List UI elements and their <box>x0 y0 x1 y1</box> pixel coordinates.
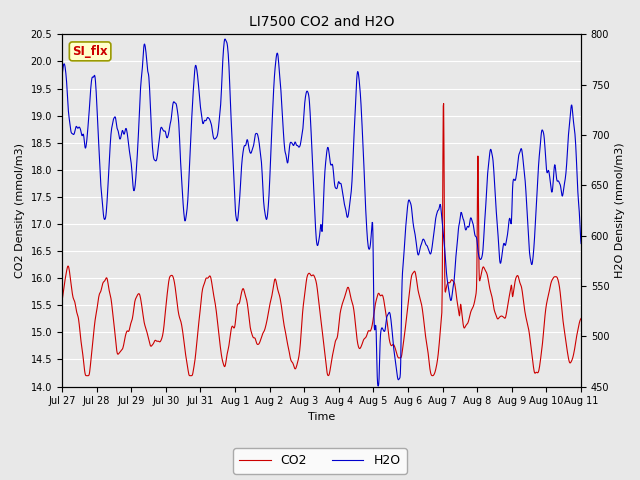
H2O <box>221 36 229 42</box>
Legend: CO2, H2O: CO2, H2O <box>233 448 407 474</box>
CO2 <box>174 305 182 311</box>
H2O <box>403 216 410 221</box>
CO2 <box>403 319 410 324</box>
H2O <box>58 73 66 79</box>
CO2 <box>577 315 585 321</box>
Title: LI7500 CO2 and H2O: LI7500 CO2 and H2O <box>249 15 394 29</box>
CO2 <box>83 373 91 379</box>
CO2 <box>232 315 239 321</box>
X-axis label: Time: Time <box>308 412 335 422</box>
Line: CO2: CO2 <box>62 104 581 376</box>
Line: H2O: H2O <box>62 39 581 386</box>
CO2 <box>440 101 447 107</box>
CO2 <box>161 312 169 318</box>
Y-axis label: H2O Density (mmol/m3): H2O Density (mmol/m3) <box>615 143 625 278</box>
H2O <box>232 213 239 218</box>
CO2 <box>58 299 66 304</box>
H2O <box>577 240 585 246</box>
Text: SI_flx: SI_flx <box>72 45 108 58</box>
H2O <box>161 128 168 134</box>
CO2 <box>516 281 524 287</box>
H2O <box>516 149 524 155</box>
H2O <box>374 383 382 389</box>
H2O <box>470 229 478 235</box>
CO2 <box>470 300 478 306</box>
H2O <box>173 108 181 113</box>
Y-axis label: CO2 Density (mmol/m3): CO2 Density (mmol/m3) <box>15 143 25 278</box>
